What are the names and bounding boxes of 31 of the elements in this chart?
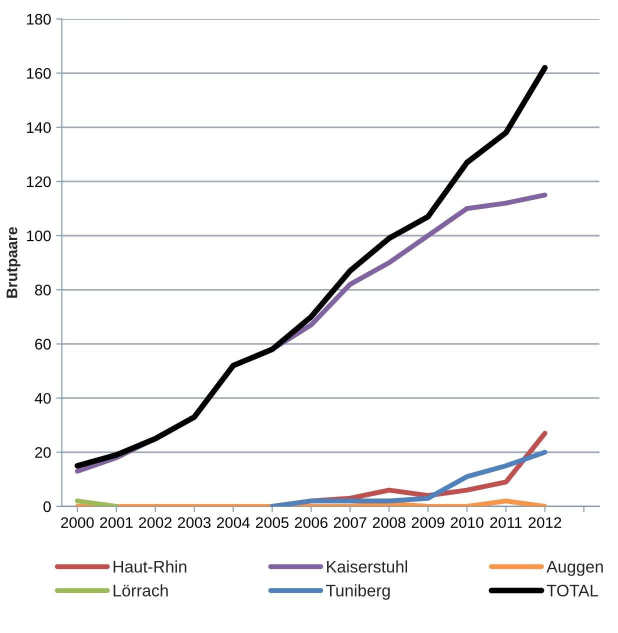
- y-tick-label: 160: [27, 68, 51, 79]
- x-tick-label: 2008: [372, 517, 406, 528]
- y-axis-title: Brutpaare: [6, 227, 20, 298]
- legend-label: TOTAL: [546, 584, 598, 597]
- legend-label: Auggen: [546, 561, 603, 576]
- x-tick-label: 2012: [528, 517, 562, 528]
- legend-label: Lörrach: [114, 584, 168, 597]
- x-tick-label: 2000: [61, 517, 94, 528]
- y-tick-label: 20: [35, 447, 51, 458]
- legend-label: Haut-Rhin: [114, 560, 186, 573]
- x-tick-label: 2001: [100, 517, 133, 528]
- x-tick-label: 2011: [490, 517, 522, 528]
- y-tick-label: 140: [27, 122, 51, 133]
- y-tick-label: 60: [35, 338, 51, 350]
- x-tick-label: 2006: [294, 517, 328, 528]
- x-tick-label: 2010: [450, 517, 484, 528]
- y-tick-label: 120: [27, 176, 51, 188]
- x-tick-label: 2004: [217, 517, 250, 528]
- y-tick-label: 100: [27, 230, 51, 242]
- y-tick-label: 180: [27, 14, 51, 25]
- y-tick-label: 80: [35, 284, 51, 296]
- x-tick-label: 2007: [334, 517, 366, 528]
- legend-label: Kaiserstuhl: [327, 560, 408, 573]
- x-tick-label: 2002: [139, 517, 172, 528]
- legend-label: Tuniberg: [326, 584, 390, 600]
- x-tick-label: 2009: [412, 517, 444, 528]
- line-series: [270, 450, 548, 506]
- x-tick-label: 2003: [178, 517, 211, 528]
- y-tick-label: 0: [43, 501, 51, 512]
- y-tick-label: 40: [34, 392, 51, 404]
- x-tick-label: 2005: [256, 517, 289, 528]
